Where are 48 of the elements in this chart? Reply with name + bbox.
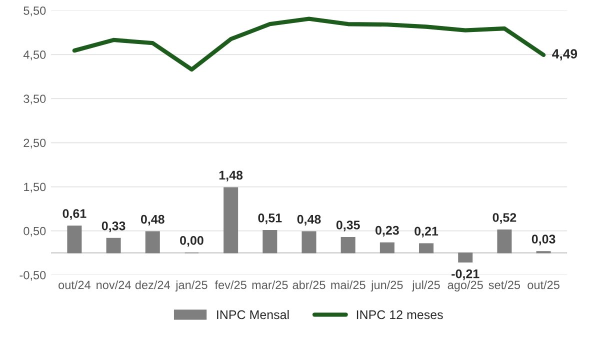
data-label: 0,61: [62, 209, 86, 220]
data-label: 0,52: [492, 213, 516, 224]
y-tick-label: 4,50: [23, 50, 46, 60]
x-tick-label: fev/25: [214, 280, 246, 290]
x-tick-label: jun/25: [370, 280, 403, 292]
x-tick-label: nov/24: [96, 280, 131, 290]
y-tick-label: 2,50: [24, 138, 46, 148]
bar: [380, 242, 394, 254]
x-tick-label: out/24: [58, 280, 91, 290]
x-tick-label: set/25: [488, 280, 520, 290]
bar: [262, 230, 278, 254]
bar: [302, 231, 316, 254]
data-label: -0,21: [452, 269, 480, 280]
data-label: 0,48: [140, 214, 164, 226]
data-label: 4,49: [552, 49, 578, 60]
y-tick-label: -0,50: [20, 270, 46, 281]
bar: [145, 231, 160, 254]
x-tick-label: dez/24: [135, 280, 170, 290]
data-label: 0,51: [258, 214, 282, 224]
bar: [497, 230, 512, 254]
bar: [340, 237, 356, 254]
y-tick-label: 0,50: [24, 226, 46, 237]
bar: [106, 238, 121, 254]
line-series: [72, 16, 546, 72]
legend-label: INPC 12 meses: [356, 310, 443, 320]
x-tick-label: abr/25: [292, 280, 326, 290]
bar: [419, 243, 434, 254]
data-label: 0,48: [297, 214, 321, 226]
legend-label: INPC Mensal: [217, 310, 289, 320]
x-tick-label: out/25: [528, 280, 560, 290]
bar: [67, 226, 82, 254]
data-label: 0,23: [376, 226, 399, 237]
bar: [458, 252, 473, 263]
x-tick-label: jul/25: [412, 280, 440, 292]
y-tick-label: 3,50: [24, 94, 46, 104]
data-label: 0,35: [336, 220, 360, 232]
data-label: 0,33: [102, 221, 126, 232]
data-label: 0,00: [180, 236, 204, 247]
data-label: 0,03: [532, 234, 556, 246]
y-tick-label: 5,50: [24, 6, 46, 16]
x-tick-label: mai/25: [331, 280, 366, 290]
x-tick-label: ago/25: [448, 280, 483, 292]
bar: [224, 187, 238, 254]
data-label: 1,48: [219, 170, 243, 182]
x-tick-label: mar/25: [252, 280, 288, 290]
data-label: 0,21: [414, 226, 438, 238]
x-tick-label: jan/25: [175, 280, 208, 292]
y-tick-label: 1,50: [24, 182, 46, 193]
